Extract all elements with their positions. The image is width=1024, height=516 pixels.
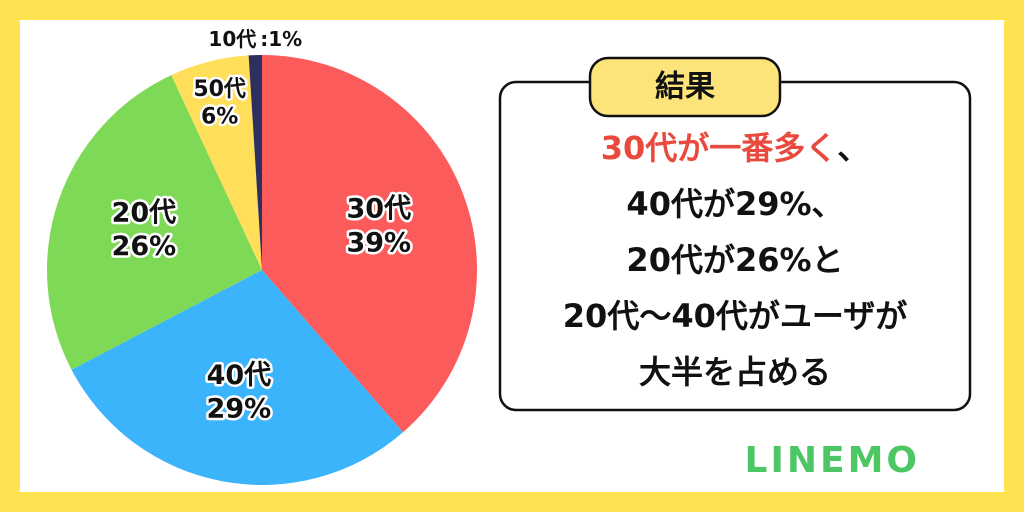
- result-line: 大半を占める: [639, 353, 831, 391]
- category-label: 20代: [112, 197, 177, 228]
- value-label: 26%: [112, 231, 177, 262]
- result-pill: [588, 56, 782, 118]
- value-label: 6%: [201, 105, 238, 130]
- category-label: 50代: [193, 77, 246, 102]
- result-line: 20代が26%と: [626, 241, 843, 279]
- result-title: 結果: [655, 70, 715, 105]
- result-line: 20代〜40代がユーザが: [563, 297, 907, 335]
- pie-slice: [262, 55, 477, 433]
- category-label: 30代: [347, 194, 412, 225]
- result-line: 40代が29%、: [626, 185, 843, 223]
- pie-slice: [71, 270, 404, 486]
- value-label: 39%: [346, 227, 411, 258]
- pie-slice: [248, 55, 262, 270]
- pie-slice: [171, 55, 262, 271]
- slice-label: 10代:1%: [208, 27, 302, 51]
- result-line: 30代が一番多く、: [601, 129, 870, 167]
- value-label: 29%: [207, 394, 272, 425]
- value-label: :1%: [260, 27, 302, 51]
- result-text: 、: [837, 129, 869, 167]
- logo: LINEMO: [745, 440, 920, 481]
- pie-slice: [47, 75, 262, 370]
- category-label: 10代: [208, 27, 256, 51]
- highlight: 30代が一番多く: [601, 129, 838, 167]
- category-label: 40代: [207, 360, 272, 391]
